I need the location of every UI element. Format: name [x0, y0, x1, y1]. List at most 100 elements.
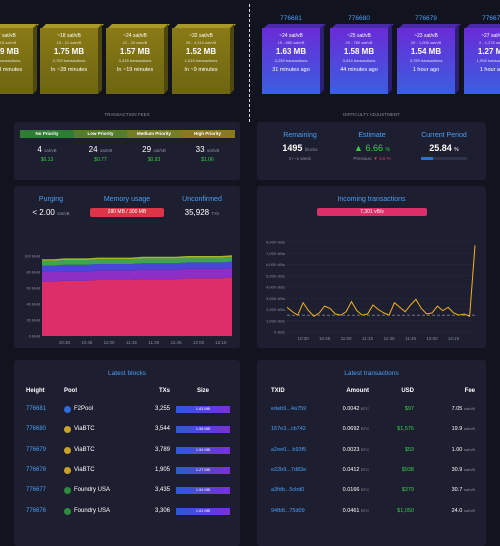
block[interactable]: ~23 sat/vB 20 - 1,005 sat/vB 1.54 MB 3,789 … [397, 28, 455, 94]
fee-usd: $0.77 [94, 157, 107, 163]
pool-name: ViaBTC [74, 426, 95, 433]
block-ago: 31 minutes ago [272, 67, 310, 73]
value: 4 [37, 145, 42, 154]
y-tick-label: 100 MvB [24, 254, 40, 259]
y-tick-label: 40 MvB [26, 302, 40, 307]
y-tick-label: 6,000 vB/s [266, 262, 285, 267]
x-tick-label: 11:00 [104, 340, 115, 345]
block-height[interactable]: 776677 [26, 487, 47, 494]
block[interactable]: ~32 sat/vB 25 - 4,314 sat/vB 1.52 MB 1,015 … [172, 28, 230, 94]
txid[interactable]: e22b9...7d83e [271, 466, 307, 473]
column-header: Size [196, 388, 209, 394]
block-height[interactable]: 776676 [26, 507, 47, 514]
usd: $938 [401, 466, 414, 473]
previous-value: ▼ 3.6 % [373, 156, 391, 161]
block-height[interactable]: 776679 [415, 15, 437, 22]
block[interactable]: ~24 sat/vB 21 - 25 sat/vB 1.57 MB 3,415 tra… [106, 28, 164, 94]
period: 25.84 [429, 143, 452, 153]
block-txs: 2,917 transactions [0, 58, 21, 63]
y-tick-label: 0 MvB [29, 334, 41, 339]
block[interactable]: ~27 sat/vB2 - 1,278 sat/vB 1.27 MB 1,905 t… [464, 28, 500, 94]
block[interactable]: ~17 sat/vB~2 - 15 sat/vB 1.89 MB 2,917 tra… [0, 28, 33, 94]
block-height[interactable]: 776680 [348, 15, 370, 22]
line [286, 245, 476, 317]
block-side [455, 24, 459, 94]
block[interactable]: ~25 sat/vB 20 - 780 sat/vB 1.58 MB 3,544 tr… [330, 28, 388, 94]
pool-name: Foundry USA [74, 507, 111, 514]
section-title: TRANSACTION FEES [104, 112, 150, 117]
block-top [332, 24, 394, 28]
blockchain-strip: ~17 sat/vB~2 - 15 sat/vB 1.89 MB 2,917 tra… [0, 0, 500, 110]
value: 19.9 [451, 426, 463, 433]
fee: 7.05 sat/vB [419, 406, 475, 412]
unconfirmed: 35,928 [184, 208, 210, 217]
block-height[interactable]: 776681 [280, 15, 302, 22]
memory-bar: 280 MB / 300 MB [90, 208, 164, 217]
rate-bar: 7,301 vB/s [317, 208, 427, 216]
value: 7.05 [451, 406, 463, 412]
block-txs: 3,255 transactions [274, 58, 308, 63]
size-bar: 1.54 MB [176, 487, 230, 495]
tx-count: 1,905 [154, 466, 170, 473]
purging: < 2.00 [32, 208, 55, 217]
unit: sat/vB [463, 487, 475, 493]
block-height[interactable]: 776679 [26, 446, 47, 453]
fee: 30.7 sat/vB [419, 487, 475, 493]
block-range: 21 - 25 sat/vB [122, 40, 148, 45]
block-top [399, 24, 461, 28]
unit: BTC [361, 487, 369, 493]
block-height[interactable]: 776678 [26, 466, 47, 473]
x-tick-label: 12:15 [215, 340, 227, 345]
pool-name: Foundry USA [74, 487, 111, 494]
txid[interactable]: a2ee0... b93f5 [271, 446, 307, 453]
progress-track [421, 157, 467, 160]
unit: % [454, 147, 459, 153]
txid[interactable]: 94fb8...75d09 [271, 507, 305, 514]
usd: $53 [404, 446, 414, 453]
card-title[interactable]: Latest transactions [344, 370, 399, 377]
block-height[interactable]: 776678 [482, 15, 500, 22]
fee: 30.9 sat/vB [419, 467, 475, 473]
txid[interactable]: edeb9...4a759 [271, 406, 307, 412]
label: Incoming transactions [337, 196, 406, 203]
progress-bar [421, 157, 433, 160]
block-top [264, 24, 326, 28]
block-side [320, 24, 324, 94]
block-side [388, 24, 392, 94]
block-range: 15 - 21 sat/vB [56, 40, 82, 45]
y-tick-label: 5,000 vB/s [266, 273, 285, 278]
block[interactable]: ~24 sat/vB 19 - 880 sat/vB 1.63 MB 3,255 tr… [262, 28, 320, 94]
unit: sat/vB [99, 148, 113, 153]
txid[interactable]: 167e3...cb742 [271, 426, 306, 433]
label: Previous: [353, 156, 373, 161]
amount: 0.0166 BTC [319, 487, 369, 493]
value: 33 [195, 145, 205, 154]
pool-icon [64, 446, 71, 454]
block-txs: 2,763 transactions [52, 58, 86, 63]
block-fee: ~24 sat/vB [123, 33, 147, 39]
unit: blocks [304, 147, 318, 152]
block-top [466, 24, 500, 28]
block-side [98, 24, 102, 94]
unit: BTC [361, 507, 369, 513]
block[interactable]: ~18 sat/vB 15 - 21 sat/vB 1.75 MB 2,763 tra… [40, 28, 98, 94]
tx-count: 3,255 [154, 406, 170, 412]
txid[interactable]: a3fdb...5cbd0 [271, 487, 305, 494]
value: ▲ 6.66 % [354, 143, 390, 153]
column-header: Amount [346, 388, 369, 394]
size-bar: 1.63 MB [176, 406, 230, 413]
size-bar: 1.61 MB [176, 507, 230, 515]
y-tick-label: 3,000 vB/s [266, 296, 285, 301]
unit: sat/vB [463, 426, 475, 432]
block-height[interactable]: 776681 [26, 406, 47, 412]
priority-pill: Low Priority [73, 130, 128, 138]
block-side [230, 24, 234, 94]
unit: % [385, 147, 390, 153]
block-ago: 1 hour ago [412, 67, 440, 73]
x-tick-label: 12:15 [448, 336, 460, 341]
fee-value: 29 sat/vB [127, 145, 181, 154]
block-height[interactable]: 776680 [26, 426, 47, 433]
card-title[interactable]: Latest blocks [108, 370, 146, 377]
size-bar: 1.54 MB [176, 446, 230, 454]
x-tick-label: 10:45 [319, 336, 331, 341]
